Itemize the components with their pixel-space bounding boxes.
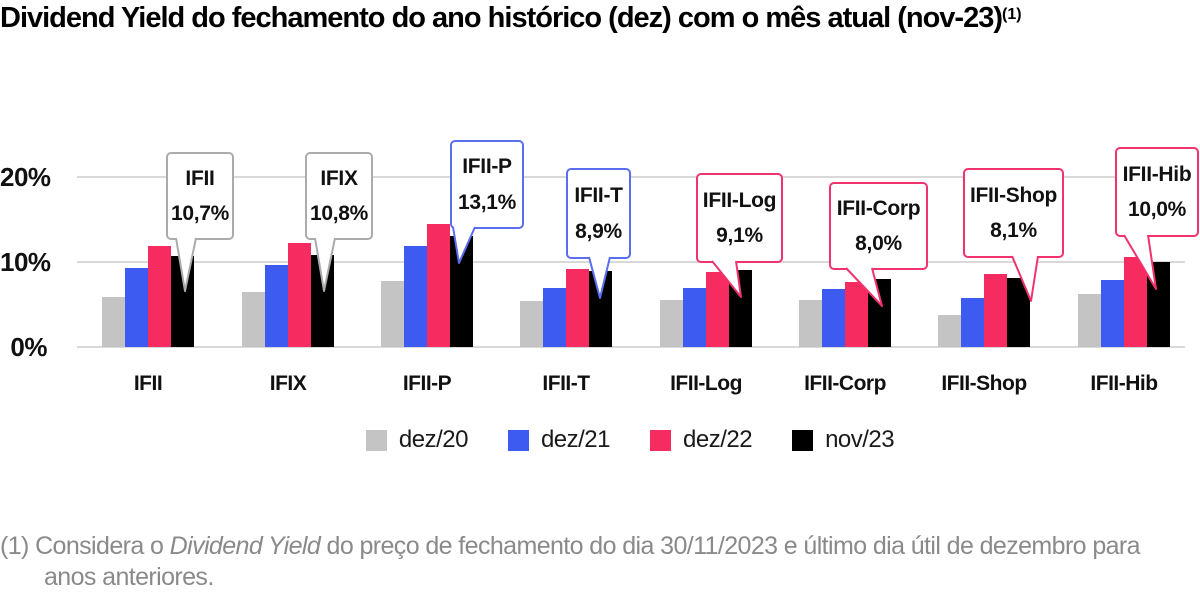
chart-title-text: Dividend Yield do fechamento do ano hist…	[0, 2, 1003, 34]
x-axis-label-IFIX: IFIX	[269, 372, 307, 395]
bar-IFII-T-dez/21	[543, 287, 566, 347]
legend-swatch-dez22	[650, 429, 671, 451]
bar-IFIX-dez/22	[288, 243, 311, 347]
bar-IFII-Corp-dez/22	[845, 281, 868, 347]
callout-IFII: IFII 10,7%	[166, 152, 234, 240]
legend-swatch-dez20	[365, 429, 387, 451]
bar-IFII-Shop-dez/20	[938, 314, 961, 347]
x-axis-label-IFII-P: IFII-P	[402, 372, 452, 395]
legend: dez/20 dez/21 dez/22 nov/23	[75, 426, 1185, 454]
legend-item-dez22: dez/22	[650, 426, 753, 454]
y-axis-tick-0%: 0%	[10, 332, 47, 362]
bar-IFII-Log-dez/21	[683, 288, 706, 347]
chart-title: Dividend Yield do fechamento do ano hist…	[0, 2, 1200, 35]
callout-value-IFII-Hib: 10,0%	[1127, 198, 1187, 222]
x-axis-label-IFII-Hib: IFII-Hib	[1090, 372, 1158, 395]
footnote-italic-term: Dividend Yield	[169, 532, 321, 560]
x-axis-label-IFII-Corp: IFII-Corp	[804, 372, 886, 395]
callout-value-IFII-Shop: 8,1%	[990, 219, 1037, 243]
callout-value-IFII: 10,7%	[170, 202, 230, 225]
bar-IFII-Shop-dez/21	[961, 297, 984, 347]
callout-label-IFII-Log: IFII-Log	[702, 188, 777, 212]
bar-IFII-Corp-dez/20	[799, 300, 822, 347]
x-axis-label-IFII-Shop: IFII-Shop	[941, 372, 1027, 395]
bar-IFII-T-dez/20	[520, 301, 543, 347]
callout-IFII-P: IFII-P 13,1%	[450, 140, 524, 229]
bar-IFII-Log-dez/20	[660, 300, 683, 347]
callout-IFII-Corp: IFII-Corp 8,0%	[829, 182, 928, 270]
callout-IFII-Hib: IFII-Hib 10,0%	[1115, 147, 1199, 237]
footnote-suffix: do preço de fechamento do dia 30/11/2023…	[44, 532, 1141, 591]
legend-item-dez21: dez/21	[507, 426, 611, 454]
x-axis-label-IFII-Log: IFII-Log	[670, 372, 742, 395]
bar-IFII-T-nov/23	[589, 271, 612, 347]
callout-label-IFII-Corp: IFII-Corp	[836, 197, 921, 220]
callout-value-IFII-Corp: 8,0%	[855, 232, 902, 255]
callout-IFII-Log: IFII-Log 9,1%	[696, 173, 783, 263]
footnote-prefix: (1) Considera o	[0, 532, 170, 560]
callout-value-IFIX: 10,8%	[309, 202, 369, 225]
footnote-reference: (1)	[1001, 6, 1022, 23]
callout-IFIX: IFIX 10,8%	[305, 152, 373, 240]
legend-label-dez21: dez/21	[540, 426, 611, 453]
legend-swatch-nov23	[792, 429, 814, 451]
legend-item-nov23: nov/23	[792, 426, 895, 454]
gridline-0%	[77, 346, 1185, 348]
bar-IFII-P-dez/21	[404, 245, 427, 347]
footnote: (1) Considera o Dividend Yield do preço …	[0, 531, 1190, 593]
bar-IFII-Hib-dez/20	[1078, 294, 1101, 347]
callout-IFII-Shop: IFII-Shop 8,1%	[963, 168, 1064, 258]
callout-value-IFII-T: 8,9%	[575, 220, 622, 243]
y-axis-tick-20%: 20%	[0, 162, 51, 192]
x-axis-label-IFII: IFII	[133, 372, 163, 395]
callout-label-IFII-Shop: IFII-Shop	[969, 183, 1058, 207]
bar-IFIX-nov/23	[311, 255, 334, 347]
legend-item-dez20: dez/20	[365, 426, 469, 454]
bar-IFII-Hib-nov/23	[1147, 262, 1170, 347]
bar-IFIX-dez/21	[265, 264, 288, 347]
callout-IFII-T: IFII-T 8,9%	[566, 168, 631, 259]
bar-IFII-dez/21	[125, 267, 148, 347]
callout-label-IFII-T: IFII-T	[574, 184, 623, 207]
legend-label-dez20: dez/20	[398, 426, 469, 453]
bar-IFII-Log-dez/22	[706, 272, 729, 347]
gridline-20%	[77, 176, 1185, 178]
bar-IFII-P-nov/23	[450, 235, 473, 347]
legend-label-dez22: dez/22	[683, 426, 753, 453]
callout-label-IFII-Hib: IFII-Hib	[1122, 162, 1192, 186]
x-axis-label-IFII-T: IFII-T	[542, 372, 590, 395]
bar-IFII-Hib-dez/22	[1124, 256, 1147, 347]
callout-value-IFII-Log: 9,1%	[716, 224, 763, 248]
y-axis-tick-10%: 10%	[0, 247, 51, 277]
bar-IFII-T-dez/22	[566, 268, 589, 347]
bar-IFII-Corp-nov/23	[868, 279, 891, 347]
bar-IFII-Hib-dez/21	[1101, 279, 1124, 347]
callout-label-IFIX: IFIX	[320, 167, 358, 190]
callout-value-IFII-P: 13,1%	[457, 190, 517, 214]
callout-label-IFII: IFII	[185, 167, 215, 190]
bar-IFII-P-dez/22	[427, 223, 450, 347]
legend-label-nov23: nov/23	[825, 426, 895, 453]
bar-IFII-Log-nov/23	[729, 269, 752, 347]
callout-label-IFII-P: IFII-P	[462, 155, 512, 179]
bar-IFII-Corp-dez/21	[822, 289, 845, 347]
bar-IFII-dez/22	[148, 245, 171, 347]
gridline-10%	[77, 261, 1185, 263]
bar-IFII-dez/20	[102, 296, 125, 347]
bar-IFII-P-dez/20	[381, 280, 404, 347]
bar-IFII-Shop-dez/22	[984, 273, 1007, 347]
bar-IFII-nov/23	[171, 256, 194, 347]
bar-IFIX-dez/20	[242, 291, 265, 347]
bar-IFII-Shop-nov/23	[1007, 278, 1030, 347]
legend-swatch-dez21	[507, 429, 529, 451]
